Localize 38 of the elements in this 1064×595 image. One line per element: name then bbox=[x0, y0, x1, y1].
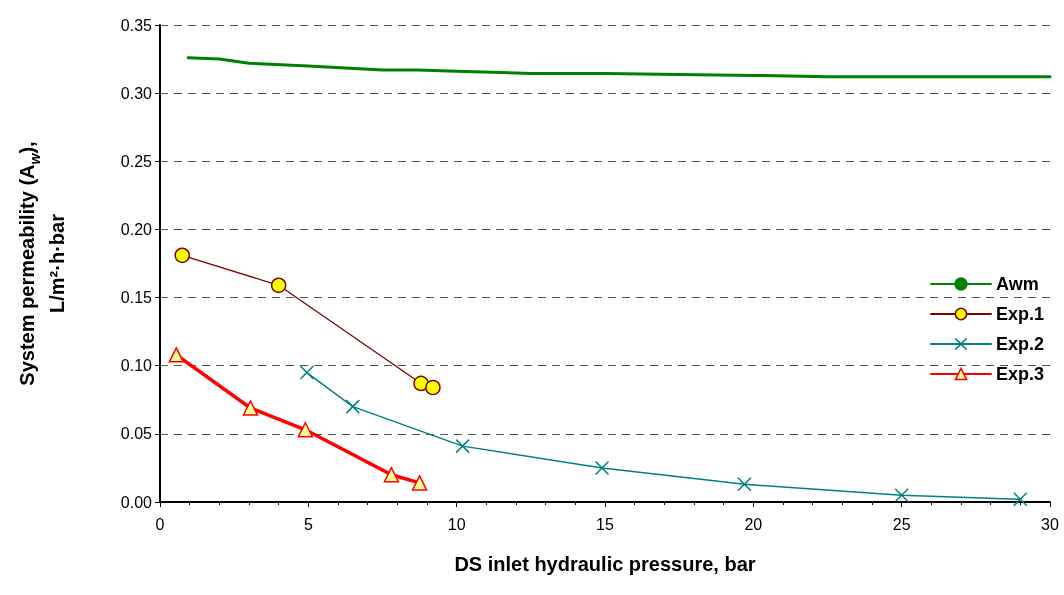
x-tick-label: 25 bbox=[892, 515, 911, 533]
point bbox=[425, 379, 441, 396]
y-tick-label: 0.30 bbox=[120, 84, 153, 102]
point bbox=[299, 365, 315, 380]
line-series bbox=[186, 56, 1052, 79]
x-tick-label: 20 bbox=[744, 515, 763, 533]
point bbox=[413, 375, 429, 392]
y-tick-label: 0.25 bbox=[120, 152, 153, 170]
x-tick-label: 5 bbox=[303, 515, 313, 533]
y-tick-label: 0.05 bbox=[120, 425, 153, 443]
legend-label: Exp.3 bbox=[995, 364, 1045, 384]
point bbox=[894, 487, 909, 503]
point bbox=[270, 277, 287, 294]
point bbox=[1013, 492, 1028, 507]
point bbox=[174, 247, 190, 264]
legend-label: Exp.2 bbox=[995, 334, 1045, 354]
y-tick-label: 0.10 bbox=[120, 357, 153, 375]
legend-label: Exp.1 bbox=[995, 304, 1045, 324]
x-axis-title: DS inlet hydraulic pressure, bar bbox=[454, 553, 756, 575]
point bbox=[242, 400, 259, 416]
point bbox=[455, 438, 470, 454]
point bbox=[345, 399, 361, 414]
x-tick-label: 15 bbox=[596, 515, 614, 533]
y-tick-label: 0.20 bbox=[120, 220, 153, 238]
point bbox=[594, 460, 610, 476]
y-tick-label: 0.15 bbox=[120, 289, 153, 307]
point bbox=[297, 422, 314, 438]
text: System permeability (Aw), L/m²·h·bar bbox=[16, 141, 68, 386]
point bbox=[168, 347, 185, 363]
point bbox=[383, 466, 400, 483]
x-tick-label: 30 bbox=[1041, 515, 1059, 533]
y-tick-label: 0.35 bbox=[120, 16, 153, 34]
x-tick-label: 0 bbox=[155, 515, 165, 533]
legend-label: Awm bbox=[995, 274, 1039, 294]
x-tick-label: 10 bbox=[447, 515, 466, 533]
point bbox=[737, 477, 752, 492]
point bbox=[411, 475, 428, 491]
y-tick-label: 0.00 bbox=[120, 493, 153, 511]
